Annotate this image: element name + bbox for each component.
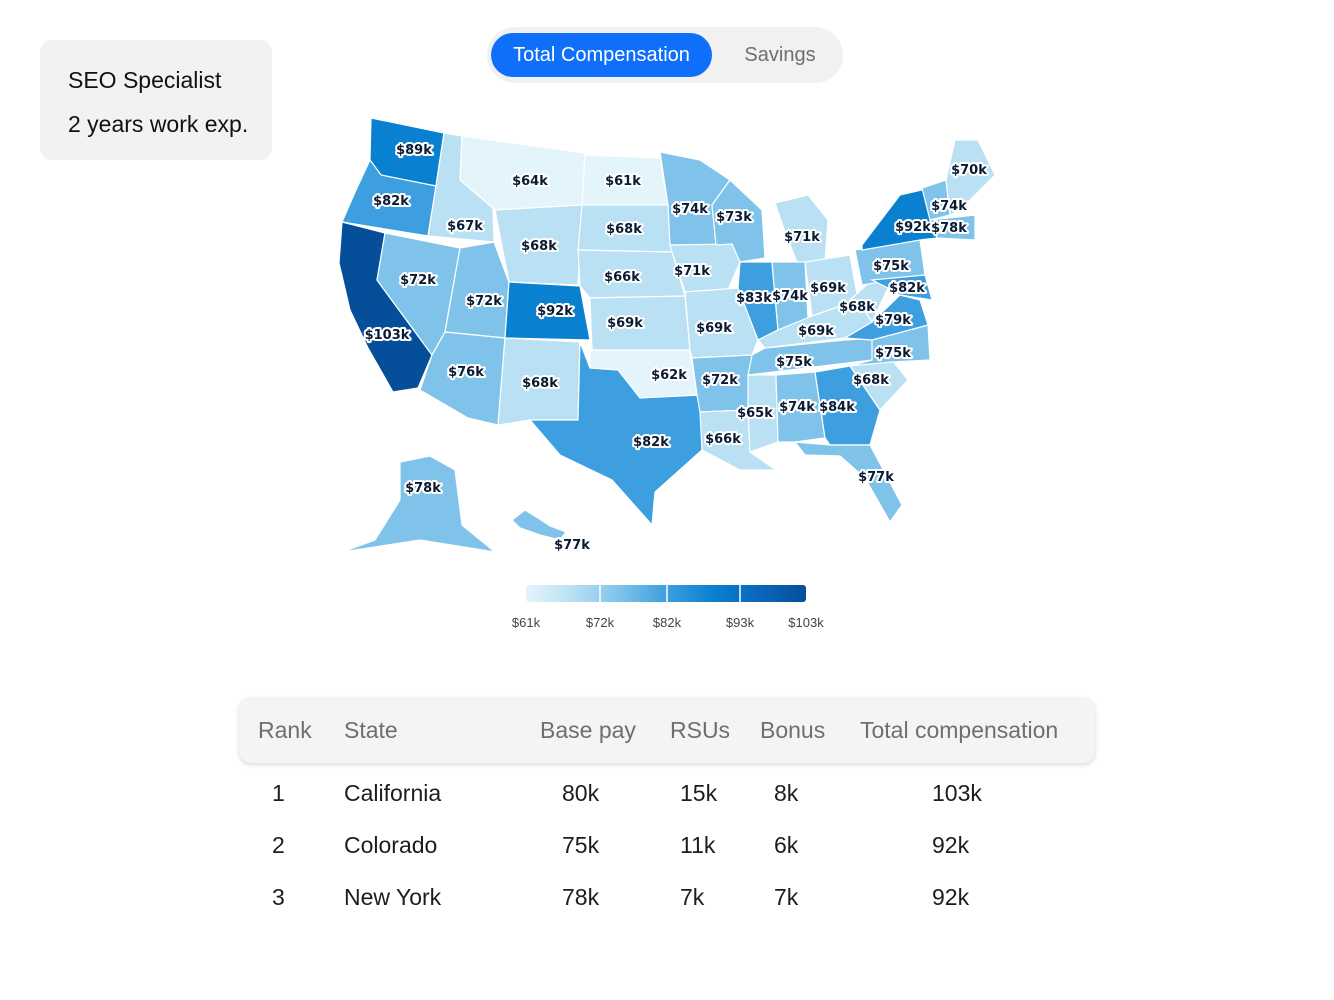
- state-value-label: $82k: [633, 435, 669, 450]
- header-total-compensation[interactable]: Total compensation: [860, 717, 1059, 743]
- state-value-label: $76k: [448, 365, 484, 380]
- cell-bonus: 8k: [774, 780, 799, 806]
- legend-tick-label: $72k: [586, 615, 615, 630]
- state-wy[interactable]: [494, 204, 583, 286]
- state-value-label: $71k: [784, 230, 820, 245]
- state-value-label: $92k: [895, 220, 931, 235]
- savings-tab[interactable]: Savings: [744, 44, 816, 66]
- state-value-label: $78k: [931, 221, 967, 236]
- state-value-label: $82k: [373, 194, 409, 209]
- total-compensation-tab[interactable]: Total Compensation: [491, 33, 712, 77]
- state-ak[interactable]: [341, 455, 498, 553]
- state-value-label: $79k: [875, 313, 911, 328]
- header-rank[interactable]: Rank: [258, 717, 312, 743]
- state-value-label: $74k: [931, 199, 967, 214]
- state-ms[interactable]: [747, 374, 779, 453]
- state-value-label: $68k: [521, 239, 557, 254]
- job-title: SEO Specialist: [68, 67, 222, 93]
- state-value-label: $92k: [537, 304, 573, 319]
- cell-rsus: 15k: [680, 780, 718, 806]
- state-value-label: $72k: [702, 373, 738, 388]
- state-md[interactable]: [869, 274, 933, 301]
- state-value-label: $73k: [716, 210, 752, 225]
- cell-state: Colorado: [344, 832, 438, 858]
- cell-state: New York: [344, 884, 442, 910]
- state-me[interactable]: [945, 139, 996, 216]
- legend-tick-label: $93k: [726, 615, 755, 630]
- state-fl[interactable]: [793, 441, 903, 524]
- state-value-label: $68k: [853, 373, 889, 388]
- state-value-label: $72k: [466, 294, 502, 309]
- state-value-label: $70k: [951, 163, 987, 178]
- state-value-label: $75k: [875, 346, 911, 361]
- state-value-label: $75k: [873, 259, 909, 274]
- legend-tick-label: $103k: [788, 615, 824, 630]
- header-bonus[interactable]: Bonus: [760, 717, 826, 743]
- state-value-label: $83k: [736, 291, 772, 306]
- state-hi[interactable]: [511, 509, 567, 541]
- profile-card: SEO Specialist 2 years work exp.: [40, 40, 272, 160]
- state-value-label: $78k: [405, 481, 441, 496]
- state-value-label: $61k: [605, 174, 641, 189]
- legend-gradient-bar: [526, 585, 806, 602]
- state-value-label: $69k: [798, 324, 834, 339]
- state-value-label: $82k: [889, 281, 925, 296]
- cell-bonus: 7k: [774, 884, 799, 910]
- state-ma[interactable]: [929, 214, 976, 241]
- state-value-label: $68k: [522, 376, 558, 391]
- legend-tick-label: $82k: [653, 615, 682, 630]
- state-value-label: $66k: [604, 270, 640, 285]
- state-value-label: $77k: [858, 470, 894, 485]
- state-value-label: $89k: [396, 143, 432, 158]
- cell-rank: 3: [272, 884, 285, 910]
- state-value-label: $65k: [737, 406, 773, 421]
- experience-label: 2 years work exp.: [68, 111, 249, 137]
- state-value-label: $74k: [672, 202, 708, 217]
- cell-total: 92k: [932, 832, 970, 858]
- state-tx[interactable]: [528, 341, 703, 527]
- us-compensation-map: $89k $82k $103k $72k $67k $64k $68k $72k $76k $92…: [338, 117, 996, 630]
- metric-toggle: Total Compensation Savings: [487, 27, 843, 83]
- state-value-label: $75k: [776, 355, 812, 370]
- table-header: Rank State Base pay RSUs Bonus Total com…: [239, 697, 1095, 763]
- cell-base-pay: 78k: [562, 884, 600, 910]
- cell-state: California: [344, 780, 442, 806]
- state-value-label: $74k: [772, 289, 808, 304]
- cell-rsus: 11k: [680, 832, 716, 858]
- state-value-label: $69k: [810, 281, 846, 296]
- state-value-label: $84k: [819, 400, 855, 415]
- header-base-pay[interactable]: Base pay: [540, 717, 636, 743]
- state-value-label: $77k: [554, 538, 590, 553]
- state-value-label: $66k: [705, 432, 741, 447]
- color-legend: $61k $72k $82k $93k $103k: [512, 585, 824, 630]
- state-value-label: $68k: [606, 222, 642, 237]
- state-value-label: $103k: [365, 328, 410, 343]
- cell-rank: 1: [272, 780, 285, 806]
- state-wi[interactable]: [711, 179, 766, 263]
- cell-total: 103k: [932, 780, 982, 806]
- cell-bonus: 6k: [774, 832, 799, 858]
- state-value-label: $68k: [839, 300, 875, 315]
- cell-rsus: 7k: [680, 884, 705, 910]
- cell-base-pay: 75k: [562, 832, 600, 858]
- state-co[interactable]: [504, 281, 591, 341]
- state-value-label: $72k: [400, 273, 436, 288]
- state-value-label: $64k: [512, 174, 548, 189]
- state-value-label: $71k: [674, 264, 710, 279]
- cell-base-pay: 80k: [562, 780, 600, 806]
- legend-tick-label: $61k: [512, 615, 541, 630]
- state-al[interactable]: [775, 371, 826, 443]
- cell-rank: 2: [272, 832, 285, 858]
- state-value-label: $69k: [696, 321, 732, 336]
- state-value-label: $67k: [447, 219, 483, 234]
- cell-total: 92k: [932, 884, 970, 910]
- header-rsus[interactable]: RSUs: [670, 717, 731, 743]
- header-state[interactable]: State: [344, 717, 398, 743]
- state-value-label: $62k: [651, 368, 687, 383]
- state-value-label: $69k: [607, 316, 643, 331]
- state-value-label: $74k: [779, 400, 815, 415]
